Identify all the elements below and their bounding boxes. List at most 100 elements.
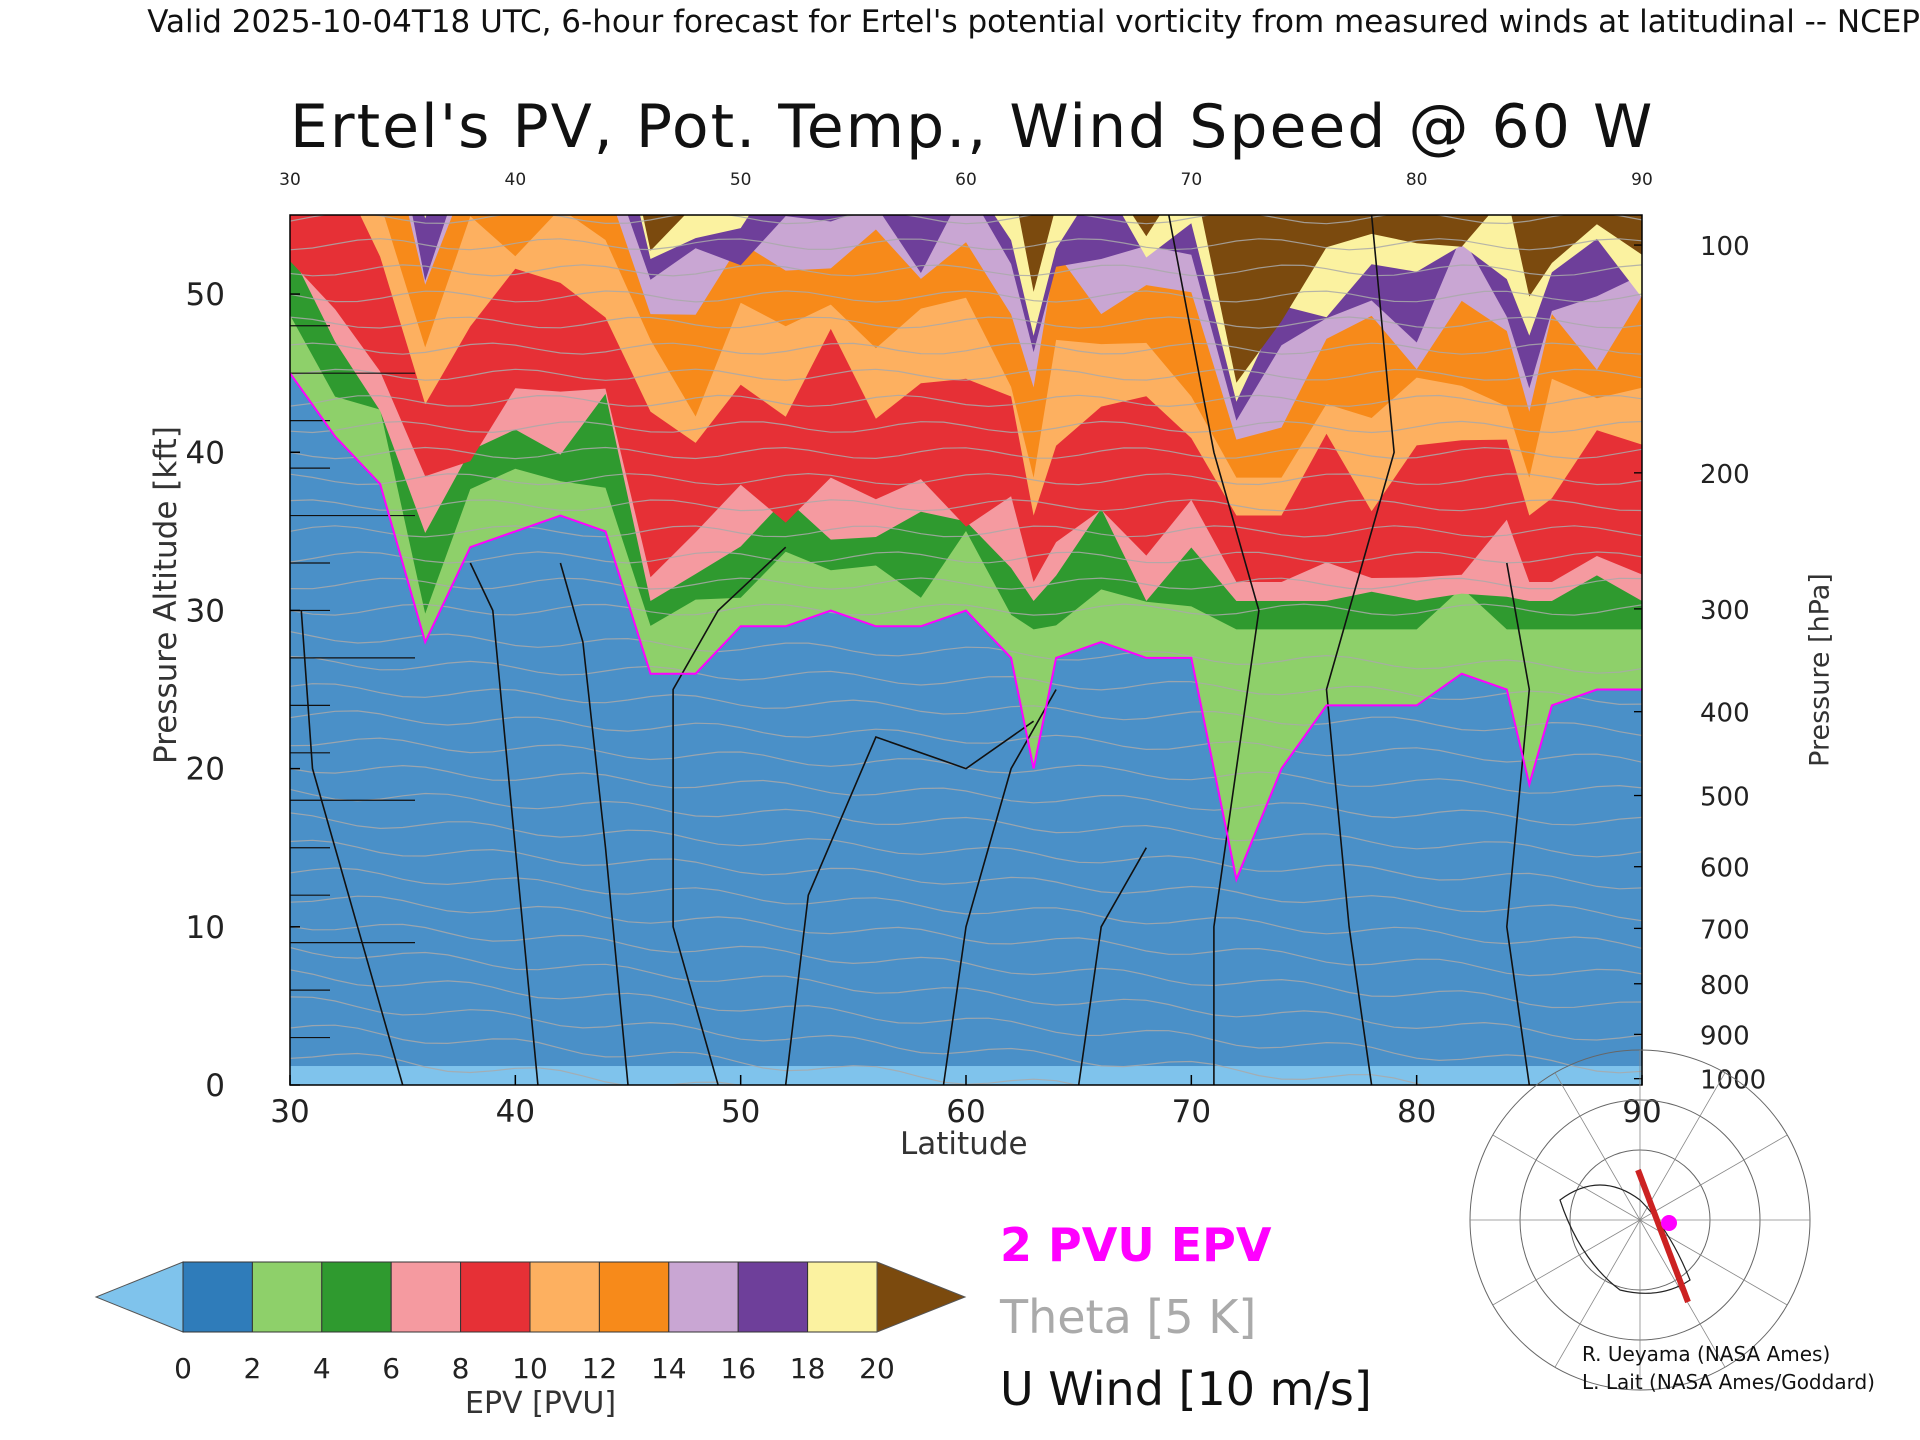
x-tick-label-80: 80 (1397, 1094, 1436, 1130)
two-pvu-line (290, 372, 1642, 883)
theta-line-29 (290, 290, 1642, 303)
colorbar-segment-6 (598, 1261, 670, 1333)
theta-contours (290, 215, 1642, 1085)
legend-2pvu: 2 PVU EPV (1000, 1218, 1272, 1272)
colorbar-tick-4: 4 (313, 1352, 331, 1385)
theta-line-22 (290, 472, 1642, 486)
map-meridian-330 (1639, 1134, 1788, 1221)
y-tick-label-50: 50 (186, 277, 225, 313)
theta-line-4 (290, 946, 1642, 1041)
y-tick-label-30: 30 (186, 593, 225, 629)
colorbar-min-arrow (94, 1261, 184, 1333)
epv-band-8 (424, 215, 1642, 402)
left-axis-label: Pressure Altitude [kft] (148, 426, 184, 764)
two-pvu-contour (290, 372, 1642, 883)
top-tick-label-50: 50 (730, 170, 752, 190)
colorbar-segment-2 (321, 1261, 392, 1333)
theta-line-16 (290, 631, 1642, 674)
theta-line-20 (290, 525, 1642, 538)
u-wind-line-9 (1505, 562, 1531, 1085)
p-tick-label-400: 400 (1700, 699, 1750, 729)
colorbar-segment-5 (529, 1261, 600, 1333)
x-tick-label-90: 90 (1622, 1094, 1661, 1130)
map-meridian-120 (1554, 1219, 1641, 1368)
x-axis-label: Latitude (900, 1126, 1028, 1162)
colorbar-tick-20: 20 (859, 1352, 895, 1385)
colorbar-segment-3 (390, 1261, 462, 1333)
theta-line-15 (290, 655, 1642, 706)
theta-line-6 (290, 895, 1642, 977)
map-coastline (1559, 1184, 1691, 1294)
legend-theta: Theta [5 K] (1000, 1290, 1257, 1344)
theta-line-3 (290, 969, 1642, 1074)
u-wind-line-8 (1325, 215, 1395, 1085)
theta-line-21 (290, 499, 1642, 512)
theta-line-9 (290, 812, 1642, 890)
colorbar-tick-14: 14 (651, 1352, 687, 1385)
theta-line-13 (290, 710, 1642, 763)
x-tick-label-50: 50 (721, 1094, 760, 1130)
colorbar-tick-16: 16 (720, 1352, 756, 1385)
p-tick-label-600: 600 (1700, 854, 1750, 884)
chart-title: Ertel's PV, Pot. Temp., Wind Speed @ 60 … (290, 92, 1655, 162)
theta-line-5 (290, 923, 1642, 1009)
colorbar-label: EPV [PVU] (465, 1386, 617, 1421)
theta-line-27 (290, 342, 1642, 355)
colorbar-max-arrow (876, 1261, 967, 1333)
x-tick-label-30: 30 (270, 1094, 309, 1130)
left-axis-label-box: Pressure Altitude [kft] (136, 330, 196, 860)
theta-line-14 (290, 683, 1642, 737)
theta-line-11 (290, 764, 1642, 826)
u-wind-line-1 (469, 562, 539, 1085)
u-wind-line-4 (784, 720, 1035, 1085)
colorbar-segment-8 (737, 1261, 809, 1333)
top-tick-label-40: 40 (505, 170, 527, 190)
colorbar-tick-6: 6 (382, 1352, 400, 1385)
epv-colorbar: 0 2 4 6 8 10 12 14 16 18 20 (94, 1261, 967, 1385)
theta-line-26 (290, 368, 1642, 381)
colorbar-segment-0 (182, 1261, 253, 1333)
legend-u-wind: U Wind [10 m/s] (1000, 1362, 1372, 1416)
y-tick-label-10: 10 (186, 910, 225, 946)
y-tick-label-20: 20 (186, 752, 225, 788)
theta-line-17 (290, 603, 1642, 616)
credit-line-2: L. Lait (NASA Ames/Goddard) (1582, 1370, 1875, 1394)
colorbar-segment-4 (460, 1261, 531, 1333)
u-wind-line-6 (1077, 847, 1147, 1085)
map-meridian-210 (1492, 1134, 1641, 1221)
inset-map (1469, 1049, 1811, 1391)
map-location-marker (1661, 1215, 1677, 1231)
u-wind-line-3 (672, 546, 787, 1085)
top-tick-label-80: 80 (1406, 170, 1428, 190)
u-wind-line-5 (942, 689, 1057, 1085)
u-wind-line-2 (559, 562, 629, 1085)
p-tick-label-300: 300 (1700, 596, 1750, 626)
theta-line-10 (290, 788, 1642, 858)
theta-line-0 (290, 1052, 742, 1085)
colorbar-tick-18: 18 (790, 1352, 826, 1385)
epv-band-9 (642, 215, 1642, 383)
right-axis-label-box: Pressure [hPa] (1790, 520, 1850, 820)
colorbar-tick-10: 10 (512, 1352, 548, 1385)
x-tick-label-60: 60 (946, 1094, 985, 1130)
colorbar-segment-7 (668, 1261, 739, 1333)
p-tick-label-1000: 1000 (1700, 1066, 1766, 1096)
x-tick-label-40: 40 (496, 1094, 535, 1130)
p-tick-label-800: 800 (1700, 971, 1750, 1001)
p-tick-label-500: 500 (1700, 783, 1750, 813)
theta-line-32 (290, 215, 1642, 225)
theta-line-19 (290, 551, 1642, 564)
colorbar-tick-8: 8 (452, 1352, 470, 1385)
y-tick-label-0: 0 (205, 1068, 225, 1104)
p-tick-label-200: 200 (1700, 460, 1750, 490)
p-tick-label-900: 900 (1700, 1021, 1750, 1051)
theta-line-31 (290, 238, 1642, 251)
map-meridian-240 (1554, 1072, 1641, 1221)
top-tick-label-30: 30 (279, 170, 301, 190)
valid-time-header: Valid 2025-10-04T18 UTC, 6-hour forecast… (147, 4, 1920, 40)
colorbar-tick-0: 0 (174, 1352, 192, 1385)
u-wind-contours (290, 215, 1531, 1085)
colorbar-tick-12: 12 (582, 1352, 618, 1385)
